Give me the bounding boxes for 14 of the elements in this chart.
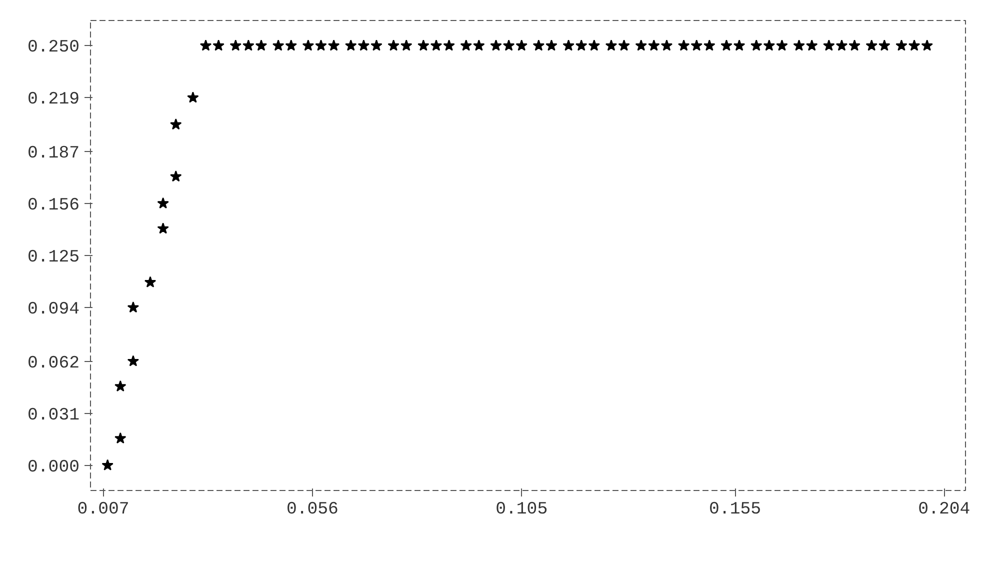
y-tick-label: 0.000 xyxy=(28,458,80,478)
x-tick-label: 0.056 xyxy=(286,500,338,520)
x-tick-label: 0.155 xyxy=(709,500,762,520)
y-tick-label: 0.125 xyxy=(28,248,80,268)
y-tick-label: 0.062 xyxy=(28,354,80,374)
y-tick-label: 0.156 xyxy=(28,196,80,216)
y-tick-label: 0.094 xyxy=(28,300,80,320)
y-tick-label: 0.250 xyxy=(28,38,80,58)
x-tick-label: 0.105 xyxy=(496,500,548,520)
x-tick-label: 0.007 xyxy=(77,500,130,520)
y-tick-label: 0.031 xyxy=(28,406,80,426)
y-tick-label: 0.187 xyxy=(28,144,80,164)
x-tick-label: 0.204 xyxy=(918,500,970,520)
y-tick-label: 0.219 xyxy=(28,90,80,110)
